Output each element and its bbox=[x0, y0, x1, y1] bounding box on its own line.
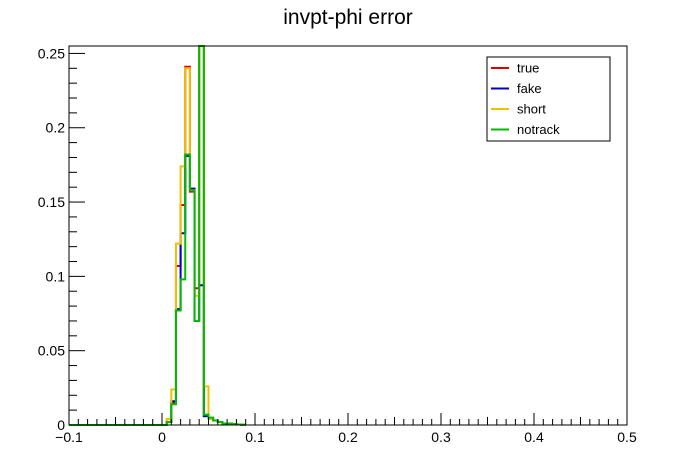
legend-label-notrack: notrack bbox=[517, 122, 560, 137]
x-tick-label: 0.5 bbox=[617, 429, 637, 445]
chart-title: invpt-phi error bbox=[283, 6, 413, 29]
series-line-notrack bbox=[69, 45, 246, 426]
x-tick-label: 0.3 bbox=[431, 429, 451, 445]
legend: true fake short notrack bbox=[486, 56, 611, 142]
series-line-fake bbox=[69, 154, 246, 426]
x-tick-label: −0.1 bbox=[55, 429, 83, 445]
x-tick-label: 0.4 bbox=[524, 429, 544, 445]
legend-label-short: short bbox=[517, 102, 546, 117]
y-tick-label: 0.2 bbox=[46, 120, 66, 136]
series-layer bbox=[69, 45, 246, 426]
series-line-short bbox=[69, 45, 246, 426]
y-tick-label: 0.15 bbox=[38, 194, 65, 210]
y-tick-label: 0 bbox=[57, 417, 65, 433]
series-line-true bbox=[69, 45, 246, 426]
legend-box bbox=[486, 56, 611, 142]
y-tick-label: 0.1 bbox=[46, 268, 66, 284]
x-tick-label: 0.1 bbox=[245, 429, 265, 445]
x-tick-label: 0.2 bbox=[338, 429, 358, 445]
x-tick-label: 0 bbox=[158, 429, 166, 445]
legend-label-true: true bbox=[517, 61, 539, 76]
axis-layer: −0.1 0 0.1 0.2 0.3 0.4 0.500.050.10.150.20.25 bbox=[38, 45, 637, 445]
legend-label-fake: fake bbox=[517, 81, 542, 96]
y-tick-label: 0.05 bbox=[38, 343, 65, 359]
y-tick-label: 0.25 bbox=[38, 45, 65, 61]
